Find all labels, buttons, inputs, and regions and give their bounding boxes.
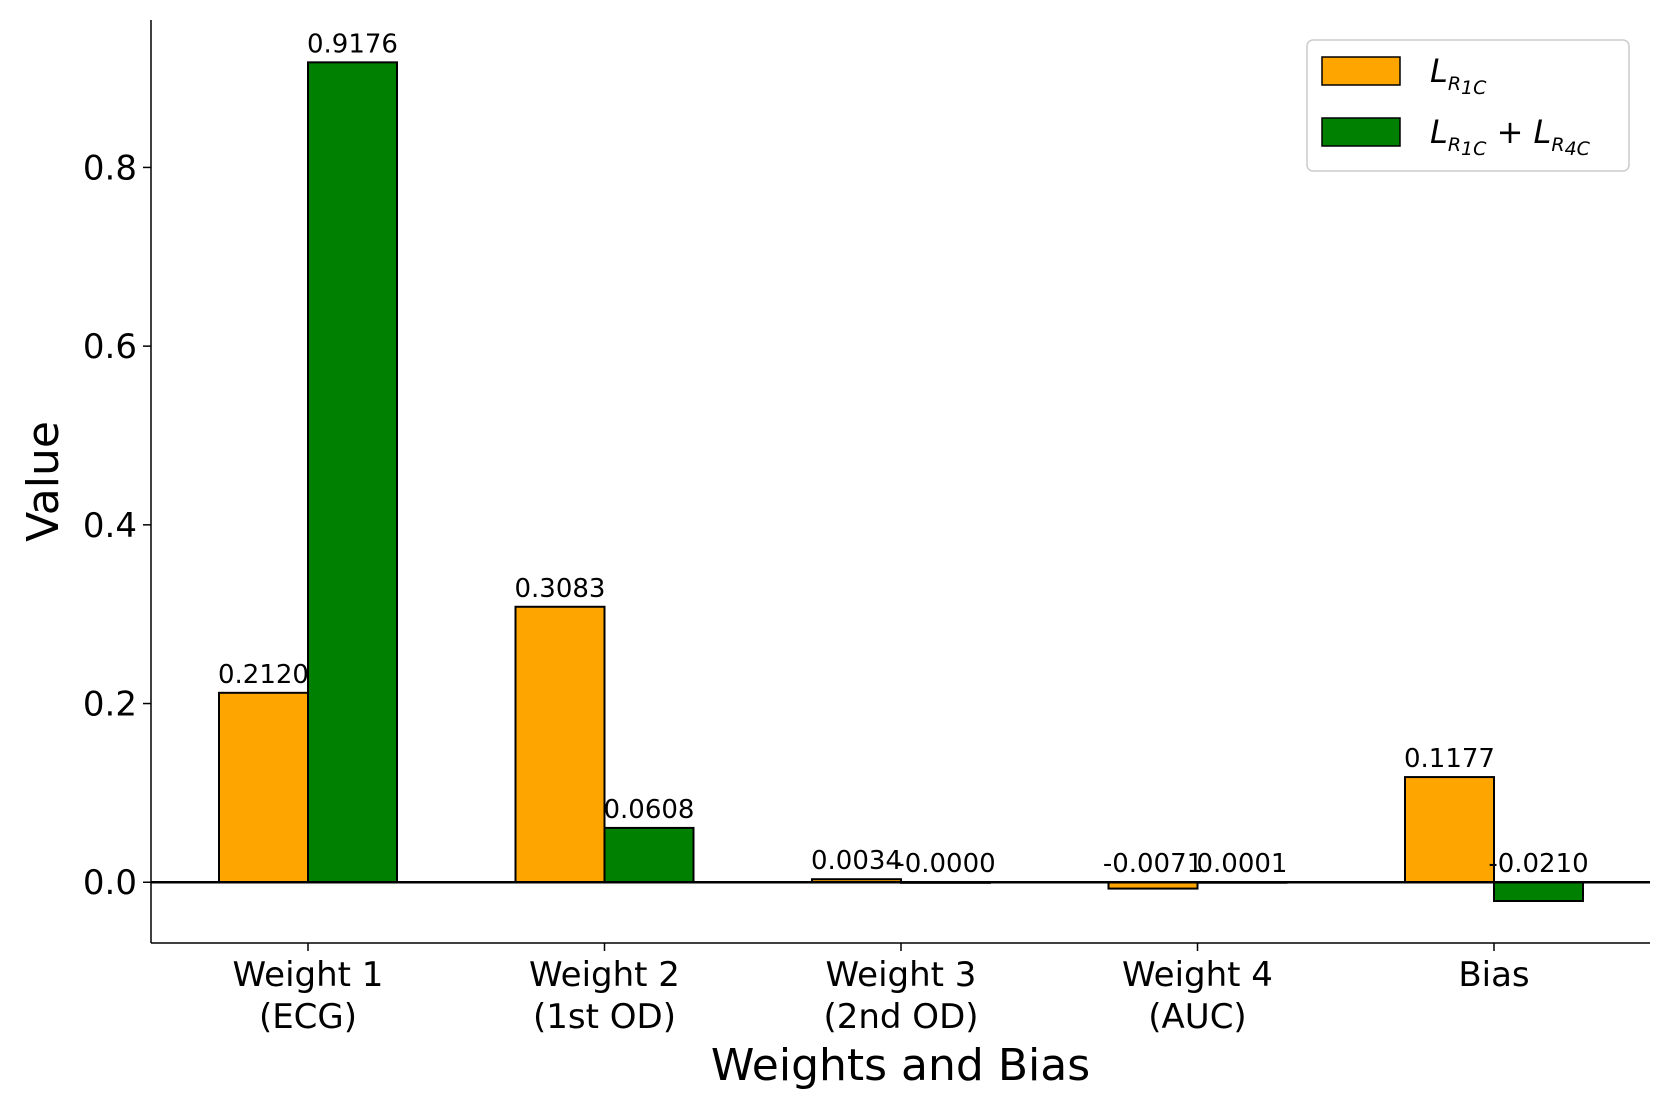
bar-series2-cat2 (603, 826, 695, 884)
y-tick-label-4: 0.6 (83, 327, 137, 367)
legend-swatch-1 (1321, 56, 1401, 86)
x-tick-label-line: (ECG) (259, 997, 357, 1037)
x-tick-label-line: Bias (1458, 955, 1529, 995)
x-tick-label-line: (2nd OD) (823, 997, 978, 1037)
x-tick-label-4: Weight 4 (AUC) (1122, 955, 1273, 1037)
legend-label-part: L (1534, 113, 1552, 151)
x-tick-label-5: Bias (1458, 955, 1529, 995)
legend-label-part: L (1430, 113, 1448, 151)
bar-series2-cat5 (1493, 881, 1584, 903)
legend-label-part: 4C (1565, 138, 1591, 160)
legend-label-part: R (1448, 73, 1461, 95)
bars-layer (218, 61, 1584, 903)
x-tick-label-2: Weight 2 (1st OD) (529, 955, 680, 1037)
x-tick-label-line: (AUC) (1148, 997, 1246, 1037)
data-label-series2-cat4: 0.0001 (1197, 849, 1288, 879)
x-tick-label-line: (1st OD) (533, 997, 676, 1037)
axes-layer (143, 20, 1650, 951)
y-axis-title: Value (18, 421, 69, 542)
x-axis-title: Weights and Bias (711, 1040, 1090, 1091)
x-tick-label-line: Weight 4 (1122, 955, 1273, 995)
x-tick-label-1: Weight 1 (ECG) (233, 955, 384, 1037)
bar-series1-cat1 (218, 691, 309, 884)
data-label-series1-cat2: 0.3083 (515, 574, 606, 604)
legend-label-part: R (1551, 134, 1564, 156)
bar-series2-cat1 (307, 61, 398, 884)
data-label-series2-cat1: 0.9176 (307, 29, 398, 59)
legend-label-part: R (1448, 134, 1461, 156)
legend-label-2: LR1C + LR4C (1430, 113, 1591, 160)
legend-label-part: 1C (1461, 77, 1487, 99)
x-tick-label-3: Weight 3 (2nd OD) (823, 955, 978, 1037)
bar-series1-cat2 (514, 605, 606, 884)
data-label-series2-cat3: -0.0000 (895, 849, 995, 879)
y-tick-label-3: 0.4 (83, 506, 137, 546)
legend-swatch-2 (1321, 117, 1401, 147)
data-label-series2-cat5: -0.0210 (1488, 849, 1588, 879)
y-tick-label-2: 0.2 (83, 685, 137, 725)
y-tick-label-1: 0.0 (83, 863, 137, 903)
x-tick-label-line: Weight 1 (233, 955, 384, 995)
data-label-series1-cat1: 0.2120 (218, 660, 309, 690)
legend-label-part: + (1486, 113, 1533, 151)
data-label-series1-cat5: 0.1177 (1404, 744, 1495, 774)
bar-series1-cat5 (1404, 776, 1495, 884)
data-label-series1-cat3: 0.0034 (811, 846, 902, 876)
y-tick-label-5: 0.8 (83, 148, 137, 188)
legend-label-1: LR1C (1430, 52, 1487, 99)
labels-layer: 0.2120 0.3083 0.0034 -0.0071 0.1177 0.9176 0.0… (83, 29, 1589, 1037)
x-tick-label-line: Weight 3 (826, 955, 977, 995)
data-label-series1-cat4: -0.0071 (1103, 849, 1203, 879)
legend-label-part: 1C (1461, 138, 1487, 160)
data-label-series2-cat2: 0.0608 (604, 795, 695, 825)
legend-label-part: L (1430, 52, 1448, 90)
x-tick-label-line: Weight 2 (529, 955, 680, 995)
